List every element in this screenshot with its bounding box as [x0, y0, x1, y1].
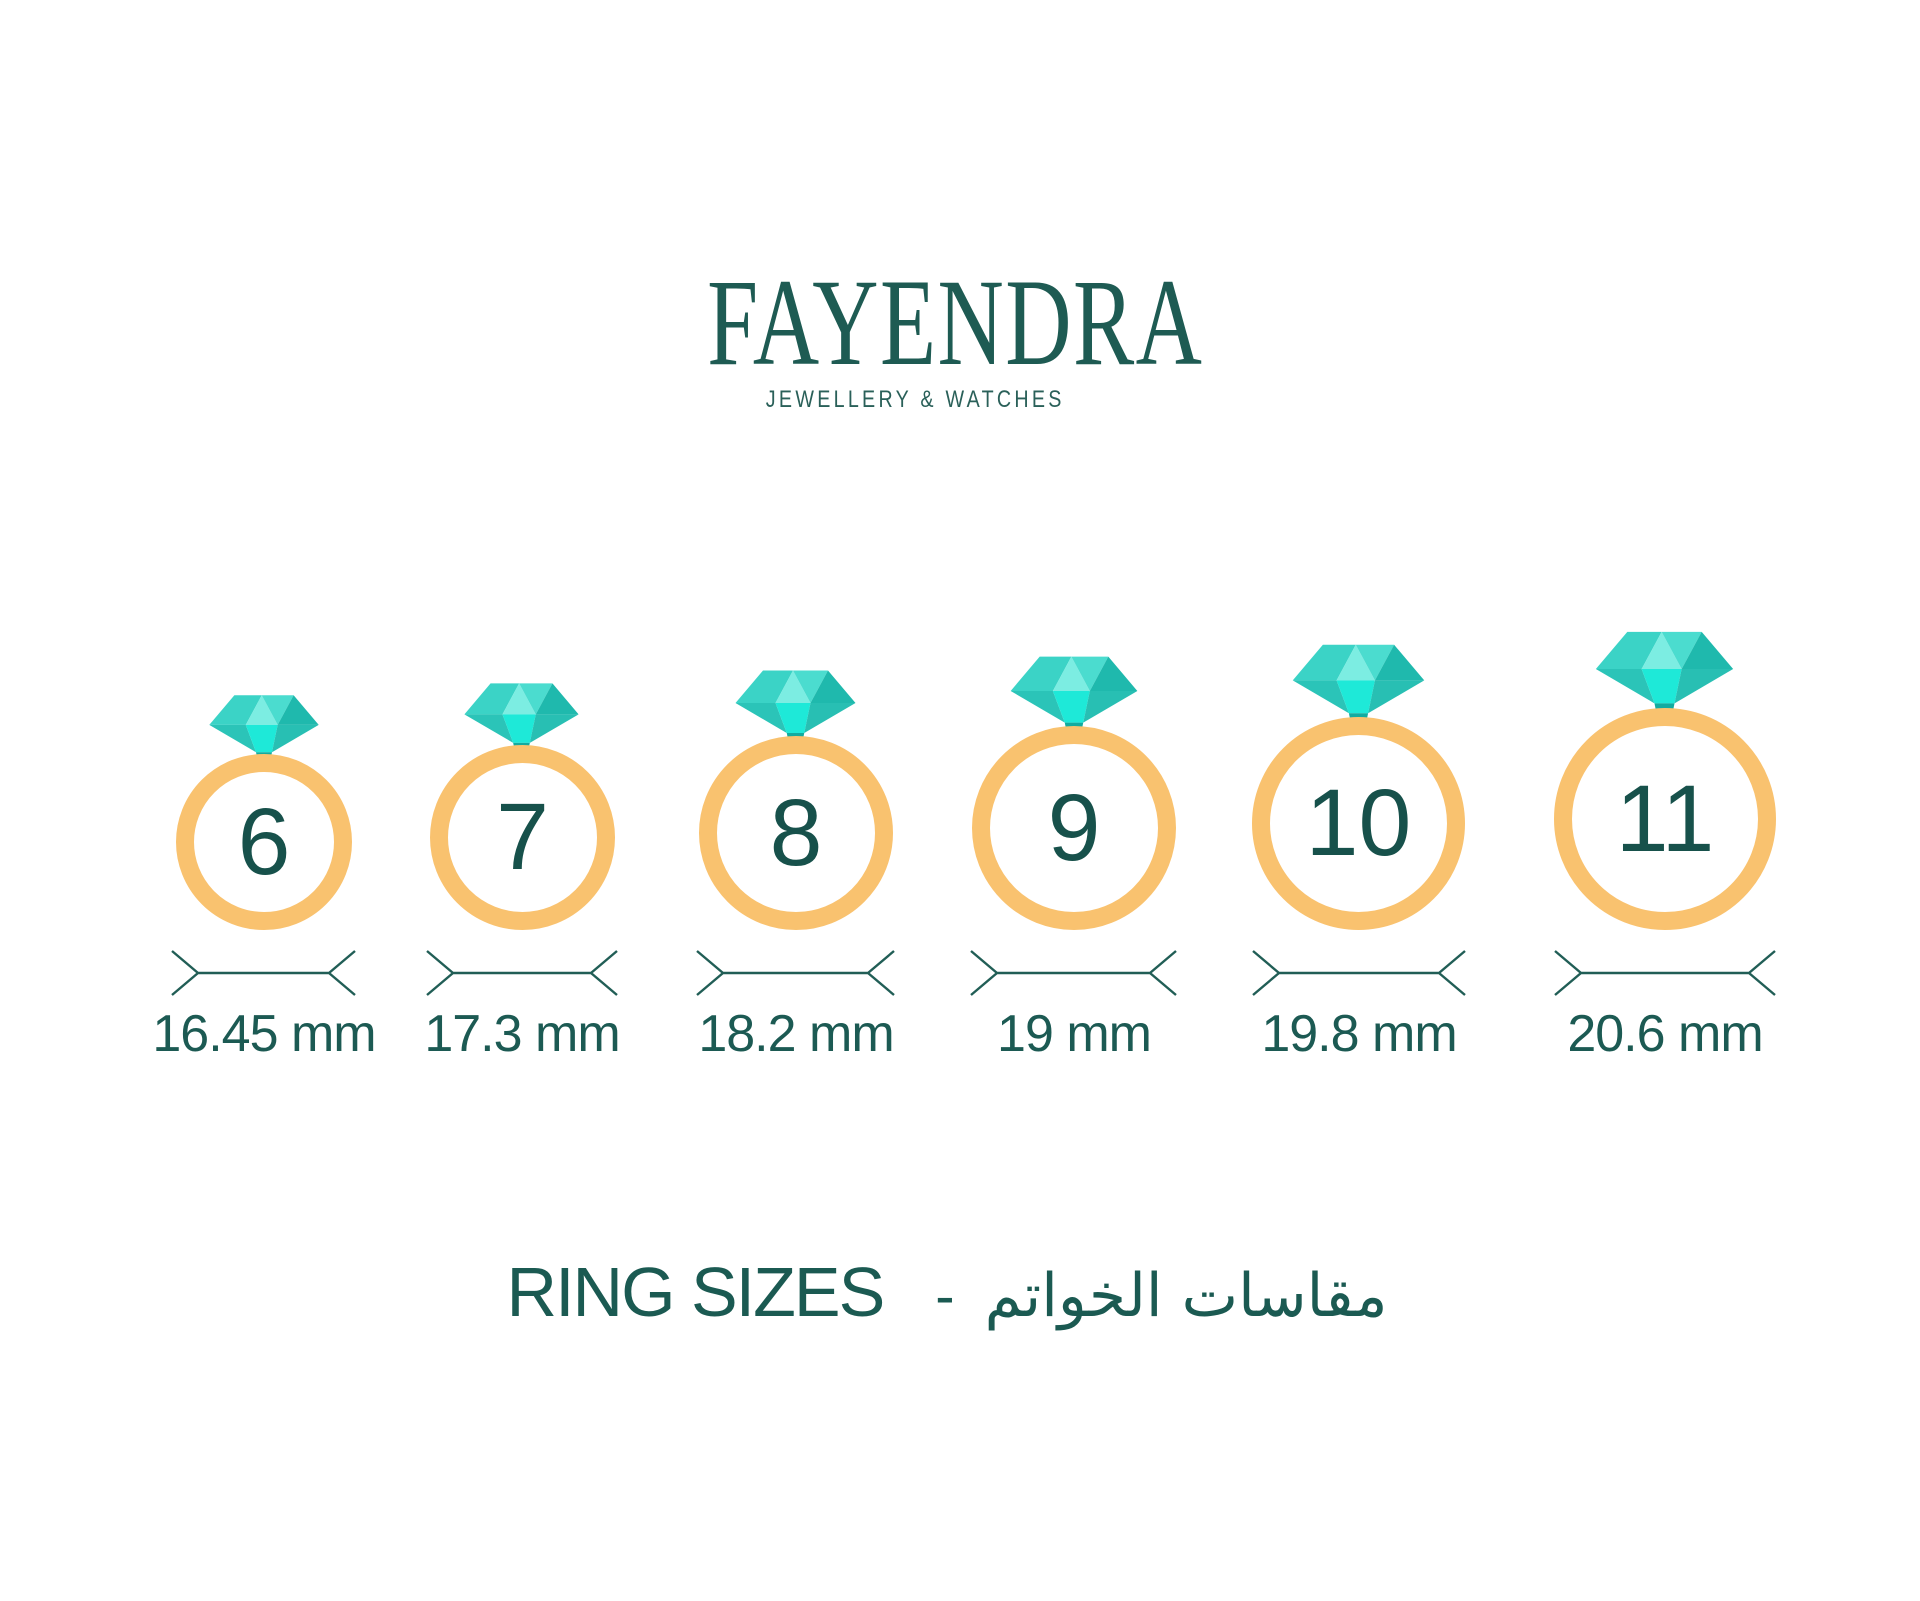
- diamond-icon: [464, 683, 579, 755]
- ring-size-number: 7: [496, 784, 549, 890]
- dimension-arrow: [426, 950, 618, 996]
- diamond-icon: [1595, 631, 1734, 718]
- dimension-arrow: [1252, 950, 1466, 996]
- ring-size-number: 11: [1615, 765, 1715, 872]
- page-title-arabic: مقاسات الخواتم: [984, 1261, 1388, 1331]
- diameter-label: 16.45 mm: [152, 1005, 376, 1063]
- page-title-separator: -: [935, 1264, 955, 1329]
- dimension-arrow: [171, 950, 356, 996]
- diameter-label: 20.6 mm: [1567, 1005, 1763, 1063]
- ring-size-number: 6: [237, 788, 291, 895]
- ring-size-number: 10: [1305, 770, 1412, 876]
- diamond-icon: [1010, 656, 1138, 736]
- diamond-icon: [1292, 644, 1425, 727]
- diameter-label: 18.2 mm: [698, 1005, 894, 1063]
- brand-tagline: JEWELLERY & WATCHES: [765, 386, 1065, 413]
- dimension-arrow: [1554, 950, 1776, 996]
- diamond-icon: [735, 670, 856, 746]
- diameter-label: 19.8 mm: [1261, 1005, 1457, 1063]
- ring-size-number: 8: [769, 779, 823, 886]
- page-title: RING SIZES - مقاسات الخواتم: [507, 1252, 1388, 1332]
- diamond-icon: [209, 695, 319, 764]
- brand-name: FAYENDRA: [707, 254, 1204, 391]
- brand-tagline-wrap: JEWELLERY & WATCHES: [615, 386, 1215, 414]
- page-title-en: RING SIZES: [506, 1253, 886, 1331]
- diameter-label: 19 mm: [997, 1005, 1152, 1063]
- diameter-label: 17.3 mm: [424, 1005, 620, 1063]
- dimension-arrow: [696, 950, 895, 996]
- dimension-arrow: [970, 950, 1177, 996]
- brand-logo: FAYENDRA: [620, 254, 1220, 391]
- ring-size-number: 9: [1047, 774, 1101, 881]
